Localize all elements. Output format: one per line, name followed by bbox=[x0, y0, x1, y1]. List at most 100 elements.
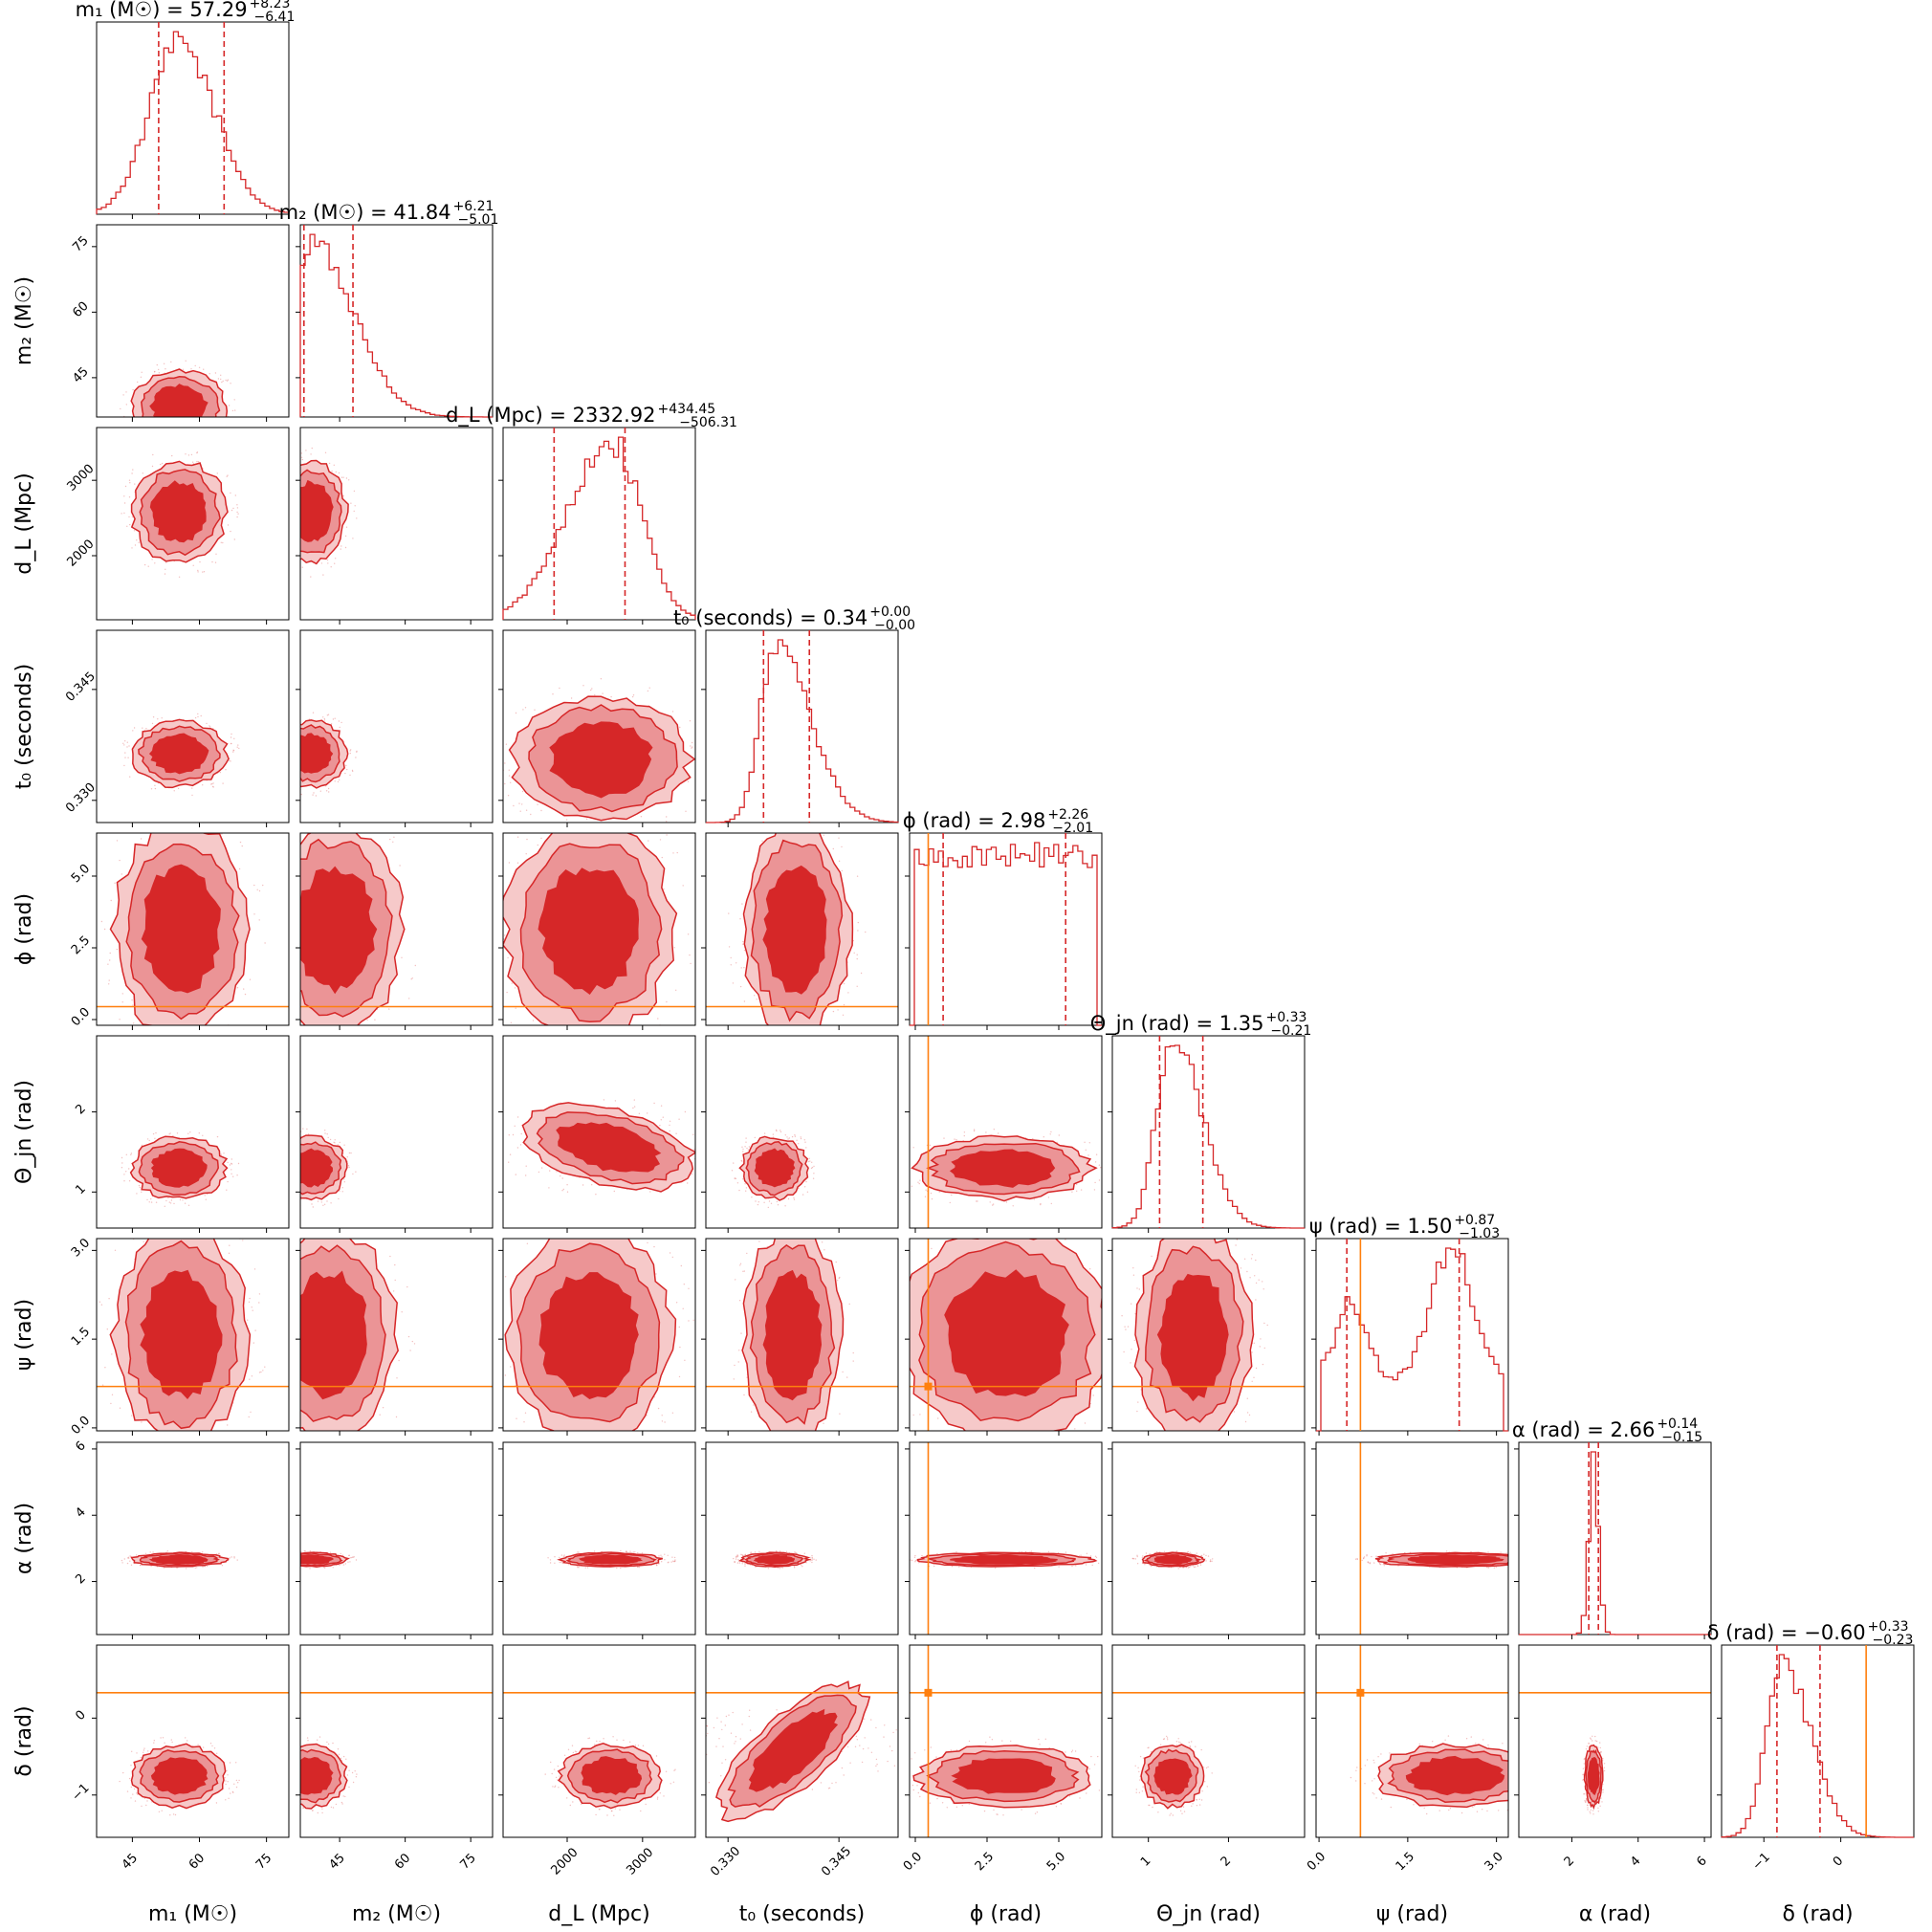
sample-point bbox=[1244, 1420, 1247, 1423]
sample-point bbox=[819, 1225, 820, 1226]
sample-point bbox=[1175, 1550, 1178, 1552]
sample-point bbox=[914, 1560, 917, 1562]
sample-point bbox=[205, 1198, 207, 1200]
sample-point bbox=[796, 1139, 798, 1142]
title-dL: d_L (Mpc) = 2332.92 +434.45 −506.31 bbox=[446, 402, 737, 430]
sample-point bbox=[202, 784, 204, 786]
sample-point bbox=[172, 1134, 174, 1137]
sample-point bbox=[334, 780, 336, 782]
sample-point bbox=[237, 1162, 240, 1165]
panel-frame bbox=[299, 629, 494, 823]
sample-point bbox=[260, 1315, 261, 1316]
sample-point bbox=[322, 716, 324, 718]
sample-point bbox=[516, 836, 519, 838]
sample-point bbox=[150, 1565, 152, 1568]
sample-point bbox=[823, 1249, 825, 1251]
sample-point bbox=[1084, 1422, 1087, 1424]
sample-point bbox=[737, 1559, 739, 1561]
sample-point bbox=[199, 560, 201, 563]
sample-point bbox=[278, 738, 279, 739]
sample-point bbox=[1163, 1550, 1166, 1553]
sample-point bbox=[282, 784, 283, 785]
sample-point bbox=[1033, 1198, 1036, 1200]
sample-point bbox=[744, 1183, 746, 1185]
sample-point bbox=[167, 421, 168, 422]
sample-point bbox=[293, 1211, 294, 1212]
sample-point bbox=[347, 1561, 349, 1563]
sample-point bbox=[124, 1034, 125, 1035]
sample-point bbox=[1097, 1562, 1100, 1565]
sample-point bbox=[394, 1279, 396, 1282]
sample-point bbox=[366, 1019, 368, 1021]
sample-point bbox=[272, 744, 273, 745]
sample-point bbox=[631, 695, 634, 698]
sample-point bbox=[1095, 1556, 1098, 1559]
sample-point bbox=[147, 438, 148, 439]
sample-point bbox=[273, 1267, 274, 1268]
title-err-plus-dL: +434.45 bbox=[657, 402, 715, 417]
sample-point bbox=[927, 1436, 928, 1437]
sample-point bbox=[275, 1558, 276, 1559]
sample-point bbox=[332, 1807, 335, 1809]
contour-inner bbox=[538, 867, 640, 996]
sample-point bbox=[841, 845, 843, 848]
sample-point bbox=[285, 1560, 286, 1561]
sample-point bbox=[356, 750, 358, 753]
sample-point bbox=[744, 1565, 746, 1567]
sample-point bbox=[292, 992, 293, 993]
sample-point bbox=[1155, 1438, 1156, 1439]
sample-point bbox=[279, 829, 280, 830]
sample-point bbox=[1012, 1205, 1014, 1207]
sample-point bbox=[900, 1178, 901, 1179]
title-err-plus-psi: +0.87 bbox=[1454, 1213, 1495, 1228]
sample-point bbox=[209, 1743, 212, 1745]
sample-point bbox=[798, 1143, 800, 1145]
sample-point bbox=[274, 1799, 275, 1800]
sample-point bbox=[136, 1752, 138, 1754]
sample-point bbox=[1104, 1423, 1105, 1424]
sample-point bbox=[742, 940, 744, 943]
sample-point bbox=[528, 1222, 529, 1223]
sample-point bbox=[154, 562, 156, 564]
sample-point bbox=[131, 420, 132, 421]
sample-point bbox=[278, 1031, 279, 1032]
sample-point bbox=[202, 1566, 204, 1568]
sample-point bbox=[268, 749, 269, 750]
sample-point bbox=[345, 1443, 346, 1444]
sample-point bbox=[200, 714, 202, 717]
sample-point bbox=[222, 541, 224, 544]
sample-point bbox=[593, 1550, 596, 1552]
sample-point bbox=[343, 1181, 345, 1183]
sample-point bbox=[786, 1136, 788, 1138]
sample-point bbox=[560, 1554, 563, 1556]
sample-point bbox=[269, 510, 270, 511]
sample-point bbox=[745, 1190, 747, 1192]
sample-point bbox=[776, 1455, 777, 1456]
sample-point bbox=[176, 1132, 179, 1134]
sample-point bbox=[768, 1200, 771, 1202]
sample-point bbox=[126, 1562, 129, 1565]
sample-point bbox=[566, 1191, 569, 1193]
sample-point bbox=[1493, 1567, 1496, 1569]
sample-point bbox=[504, 934, 506, 936]
sample-point bbox=[247, 1319, 249, 1321]
sample-point bbox=[191, 461, 194, 463]
sample-point bbox=[236, 1559, 238, 1561]
sample-point bbox=[810, 1559, 812, 1562]
sample-point bbox=[737, 1361, 739, 1363]
sample-point bbox=[573, 828, 574, 829]
sample-point bbox=[512, 1133, 515, 1136]
sample-point bbox=[962, 1444, 963, 1445]
sample-point bbox=[140, 1564, 142, 1567]
sample-point bbox=[206, 1565, 209, 1568]
sample-point bbox=[852, 939, 854, 942]
sample-point bbox=[382, 1042, 383, 1043]
panel-delta-vs-m1 bbox=[96, 1644, 290, 1838]
panel-frame bbox=[96, 1238, 290, 1432]
sample-point bbox=[837, 1280, 839, 1282]
sample-point bbox=[285, 1165, 286, 1166]
sample-point bbox=[1118, 1337, 1119, 1338]
sample-point bbox=[526, 838, 528, 841]
sample-point bbox=[661, 1415, 663, 1416]
sample-point bbox=[275, 1185, 276, 1186]
